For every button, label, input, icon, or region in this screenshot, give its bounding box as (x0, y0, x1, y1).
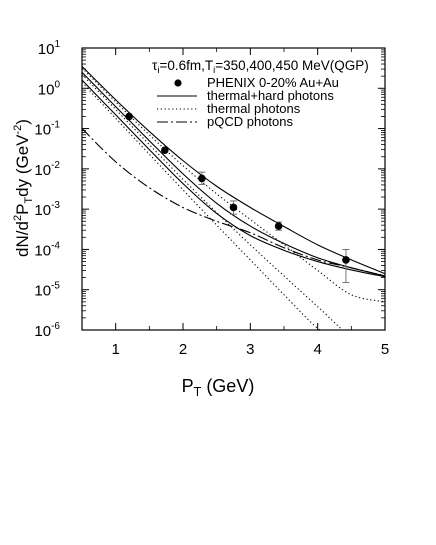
legend-marker-icon (174, 79, 182, 87)
x-tick-label: 3 (246, 341, 254, 358)
data-point (198, 174, 206, 183)
y-tick-base: 10 (38, 41, 55, 58)
x-tick-label: 4 (313, 341, 321, 358)
y-tick-base: 10 (34, 323, 51, 340)
y-tick-label: 10-6 (34, 321, 60, 340)
y-tick-label: 10-2 (34, 160, 60, 179)
annotation-part: =350,400,450 MeV(QGP) (215, 58, 368, 73)
y-tick-base: 10 (34, 202, 51, 219)
annotation-text: τi=0.6fm,Ti=350,400,450 MeV(QGP) (152, 58, 369, 76)
legend-label: thermal photons (207, 101, 301, 116)
y-axis-label-part: P (13, 204, 32, 215)
y-tick-label: 10-5 (34, 281, 60, 300)
data-point (125, 112, 133, 121)
annotation-sub: i (157, 65, 159, 76)
y-axis-label-sup: -2 (12, 125, 24, 135)
y-axis-label-part: ) (13, 119, 32, 125)
data-point (342, 256, 350, 264)
legend: PHENIX 0-20% Au+Au thermal+hard photons … (157, 75, 339, 129)
data-point (229, 203, 238, 212)
data-point (161, 146, 169, 155)
y-axis-label-part: dy (GeV (13, 134, 32, 197)
y-tick-label: 100 (38, 79, 61, 98)
data-point (274, 222, 283, 230)
y-tick-base: 10 (34, 162, 51, 179)
y-tick-label: 10-1 (34, 120, 60, 139)
x-tick-label: 2 (179, 341, 187, 358)
y-tick-exponent: -1 (51, 120, 60, 131)
x-tick-label: 1 (111, 341, 119, 358)
legend-label: pQCD photons (207, 114, 293, 129)
y-tick-base: 10 (34, 283, 51, 300)
y-tick-label: 10-4 (34, 240, 60, 259)
x-axis-label-sub: T (194, 385, 202, 399)
y-axis-label-sub: T (23, 197, 35, 204)
y-tick-label: 101 (38, 39, 61, 58)
legend-label: PHENIX 0-20% Au+Au (207, 75, 339, 90)
y-axis-label: dN/d2PTdy (GeV-2) (12, 119, 35, 257)
x-axis-label-part: P (182, 376, 194, 396)
y-tick-exponent: 0 (54, 79, 60, 90)
x-axis-label: PT (GeV) (182, 376, 255, 399)
annotation-sub: i (213, 65, 215, 76)
x-tick-label: 5 (381, 341, 389, 358)
y-axis-label-part: dN/d (13, 221, 32, 257)
annotation-part: =0.6fm,T (159, 58, 213, 73)
y-axis-label-sup: 2 (12, 215, 24, 221)
y-tick-exponent: -6 (51, 321, 60, 332)
legend-label: thermal+hard photons (207, 88, 334, 103)
y-tick-exponent: -2 (51, 160, 60, 171)
series-dotted-curve (82, 74, 344, 330)
series-solid-curve (82, 71, 385, 277)
series-solid-curve (82, 79, 385, 278)
y-tick-exponent: -3 (51, 200, 60, 211)
y-tick-label: 10-3 (34, 200, 60, 219)
y-tick-exponent: 1 (54, 39, 60, 50)
annotation-part: τ (152, 58, 158, 73)
y-tick-exponent: -5 (51, 281, 60, 292)
plot-frame (81, 47, 386, 331)
x-axis-label-unit: (GeV) (201, 376, 254, 396)
y-tick-base: 10 (34, 242, 51, 259)
series-dashdot-curve (82, 128, 385, 277)
y-tick-exponent: -4 (51, 240, 60, 251)
y-tick-base: 10 (38, 81, 55, 98)
y-tick-base: 10 (34, 122, 51, 139)
